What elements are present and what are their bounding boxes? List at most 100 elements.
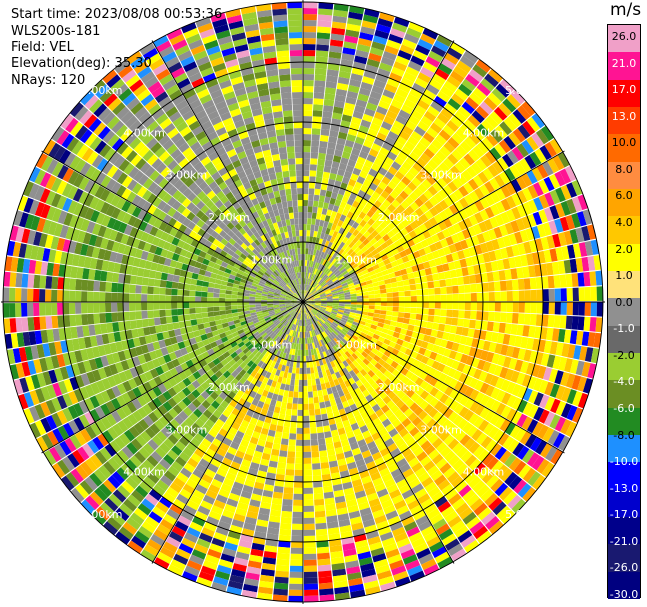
velocity-gate [555, 400, 567, 416]
velocity-gate [350, 290, 357, 295]
velocity-gate [438, 199, 449, 210]
velocity-gate [509, 425, 522, 439]
velocity-gate [27, 317, 35, 331]
velocity-gate [324, 400, 331, 408]
velocity-gate [321, 274, 327, 280]
velocity-gate [423, 148, 435, 159]
velocity-gate [448, 243, 457, 254]
velocity-gate [589, 271, 597, 286]
velocity-gate [458, 83, 473, 97]
velocity-gate [327, 222, 333, 230]
velocity-gate [402, 125, 414, 136]
velocity-gate [457, 343, 466, 354]
velocity-gate [409, 220, 419, 230]
velocity-gate [330, 33, 345, 42]
velocity-gate [303, 194, 309, 201]
velocity-gate [334, 253, 341, 260]
velocity-gate [436, 231, 446, 241]
velocity-gate [516, 176, 528, 190]
velocity-gate [447, 153, 459, 165]
velocity-gate [494, 143, 507, 157]
velocity-gate [307, 379, 312, 386]
velocity-gate [332, 251, 339, 259]
velocity-gate [377, 322, 385, 328]
velocity-gate [335, 282, 342, 288]
velocity-gate [554, 416, 567, 432]
velocity-gate [329, 236, 336, 244]
velocity-gate [519, 229, 529, 243]
velocity-gate [129, 311, 136, 321]
velocity-gate [214, 315, 221, 321]
velocity-gate [307, 293, 312, 298]
velocity-gate [391, 199, 401, 209]
velocity-gate [418, 248, 427, 257]
velocity-gate [384, 83, 398, 94]
velocity-gate [335, 284, 343, 289]
velocity-gate [346, 184, 354, 193]
velocity-gate [337, 311, 344, 315]
velocity-gate [305, 272, 308, 279]
velocity-gate [560, 371, 570, 387]
velocity-gate [111, 312, 118, 323]
velocity-gate [337, 131, 348, 140]
velocity-gate [3, 303, 10, 318]
velocity-gate [273, 437, 282, 445]
velocity-gate [578, 302, 585, 316]
velocity-gate [483, 219, 494, 231]
velocity-gate [333, 237, 339, 245]
velocity-gate [317, 250, 323, 258]
velocity-gate [377, 68, 391, 78]
velocity-gate [366, 344, 374, 352]
velocity-gate [510, 370, 520, 383]
velocity-gate [332, 298, 339, 301]
velocity-gate [567, 344, 576, 359]
velocity-gate [316, 44, 329, 52]
velocity-gate [303, 367, 307, 374]
velocity-gate [392, 292, 399, 297]
velocity-gate [324, 276, 330, 282]
velocity-gate [306, 361, 310, 368]
velocity-gate [505, 246, 515, 258]
velocity-gate [386, 194, 395, 204]
velocity-gate [533, 406, 545, 421]
velocity-gate [396, 280, 404, 287]
velocity-gate [478, 221, 488, 233]
velocity-gate [75, 314, 83, 326]
velocity-gate [323, 233, 329, 241]
velocity-gate [546, 235, 556, 249]
velocity-gate [564, 358, 573, 373]
velocity-gate [275, 400, 282, 408]
velocity-gate [516, 190, 528, 204]
velocity-gate [464, 284, 471, 293]
velocity-gate [423, 245, 432, 255]
velocity-gate [374, 267, 382, 274]
velocity-gate [343, 253, 350, 260]
velocity-gate [457, 250, 466, 260]
velocity-gate [410, 302, 417, 308]
velocity-gate [480, 394, 491, 407]
velocity-gate [528, 265, 536, 278]
velocity-gate [368, 148, 379, 158]
velocity-gate [437, 346, 446, 356]
velocity-gate [452, 285, 459, 294]
velocity-gate [343, 170, 352, 179]
velocity-gate [416, 157, 427, 168]
velocity-gate [303, 409, 309, 416]
velocity-gate [312, 116, 322, 123]
velocity-gate [538, 179, 550, 194]
velocity-gate [325, 406, 333, 414]
velocity-gate [476, 302, 483, 311]
velocity-gate [370, 229, 379, 238]
velocity-gate [417, 99, 430, 111]
velocity-gate [311, 242, 316, 250]
velocity-gate [543, 367, 553, 381]
velocity-gate [319, 189, 327, 197]
velocity-gate [309, 230, 314, 237]
velocity-gate [308, 304, 314, 308]
velocity-gate [329, 45, 343, 53]
velocity-gate [348, 241, 355, 249]
velocity-gate [360, 184, 369, 193]
velocity-gate [331, 289, 338, 293]
velocity-gate [482, 340, 491, 351]
velocity-gate [420, 115, 433, 127]
